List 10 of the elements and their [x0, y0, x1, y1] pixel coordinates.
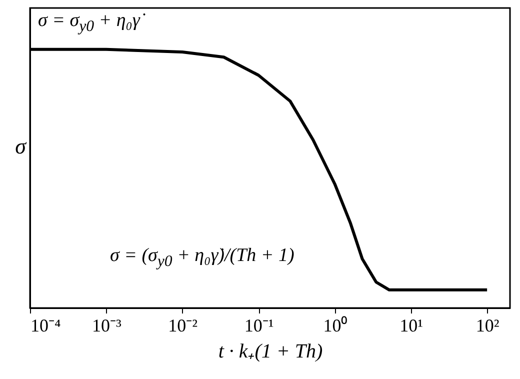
x-tick-label: 10⁻¹	[244, 316, 274, 336]
x-tick-label: 10²	[476, 316, 500, 336]
x-tick-label: 10⁰	[323, 316, 348, 336]
x-tick-label: 10⁻³	[92, 316, 122, 336]
x-tick-label: 10¹	[400, 316, 424, 336]
x-tick-label: 10⁻⁴	[30, 316, 61, 336]
y-axis-title: σ	[15, 134, 28, 158]
x-axis-title: t · k₊(1 + Th)	[218, 340, 324, 362]
x-tick-label: 10⁻²	[168, 316, 198, 336]
annotation: σ = (σ$_{y0}$ + η₀γ̇)/(Th + 1)	[110, 245, 294, 271]
